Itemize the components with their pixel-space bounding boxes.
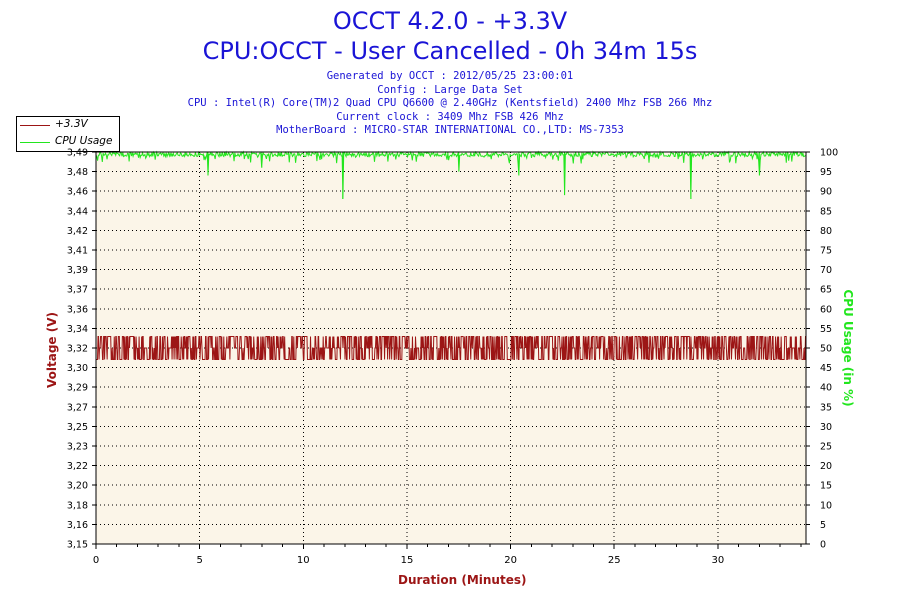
info-config: Config : Large Data Set [377, 83, 523, 96]
y-tick-label: 3,44 [67, 206, 88, 217]
legend-label-voltage: +3.3V [55, 118, 88, 130]
y-tick-label: 3,36 [67, 304, 88, 315]
y-tick-label: 3,29 [67, 383, 88, 394]
y-tick-label: 3,37 [67, 285, 88, 296]
y-tick-label: 3,27 [67, 402, 88, 413]
y2-tick-label: 30 [820, 422, 832, 433]
info-motherboard: MotherBoard : MICRO-STAR INTERNATIONAL C… [276, 124, 624, 137]
x-tick-label: 15 [401, 555, 414, 566]
y-tick-label: 3,34 [67, 324, 88, 335]
y-tick-label: 3,22 [67, 461, 88, 472]
y2-tick-label: 10 [820, 500, 832, 511]
y2-tick-label: 35 [820, 402, 832, 413]
chart-title: OCCT 4.2.0 - +3.3V [332, 7, 568, 35]
y-tick-label: 3,25 [67, 422, 88, 433]
y2-tick-label: 15 [820, 481, 832, 492]
y2-tick-label: 65 [820, 285, 832, 296]
y-tick-label: 3,39 [67, 265, 88, 276]
series-voltage-line [96, 335, 806, 361]
info-clock: Current clock : 3409 Mhz FSB 426 Mhz [336, 110, 564, 123]
y-tick-label: 3,23 [67, 442, 88, 453]
y-tick-label: 3,18 [67, 500, 88, 511]
y2-tick-label: 100 [820, 148, 838, 159]
y-tick-label: 3,46 [67, 187, 88, 198]
info-block: Generated by OCCT : 2012/05/25 23:00:01 … [0, 70, 900, 138]
y-tick-label: 3,20 [67, 481, 88, 492]
legend-swatch-cpu [20, 142, 50, 143]
plot-border [95, 151, 807, 545]
y2-tick-label: 50 [820, 344, 832, 355]
series-cpu-line [95, 150, 807, 200]
y-tick-label: 3,16 [67, 520, 88, 531]
x-tick-label: 25 [608, 555, 621, 566]
legend-entry-voltage: +3.3V [17, 117, 119, 134]
y-axis-title: Voltage (V) [45, 312, 59, 388]
y2-tick-label: 90 [820, 187, 832, 198]
x-tick-label: 10 [297, 555, 310, 566]
y-tick-label: 3,15 [67, 540, 88, 551]
y2-tick-label: 70 [820, 265, 832, 276]
y2-tick-label: 55 [820, 324, 832, 335]
y-tick-label: 3,48 [67, 167, 88, 178]
y2-tick-label: 60 [820, 304, 832, 315]
legend-swatch-voltage [20, 125, 50, 126]
y2-tick-label: 0 [820, 540, 826, 551]
y2-tick-label: 85 [820, 206, 832, 217]
y-tick-label: 3,42 [67, 226, 88, 237]
info-cpu: CPU : Intel(R) Core(TM)2 Quad CPU Q6600 … [187, 97, 713, 110]
legend-label-cpu: CPU Usage [55, 135, 113, 147]
y-tick-label: 3,32 [67, 344, 88, 355]
chart-subtitle: CPU:OCCT - User Cancelled - 0h 34m 15s [202, 37, 698, 65]
y2-tick-label: 5 [820, 520, 826, 531]
y2-tick-label: 40 [820, 383, 832, 394]
info-generated: Generated by OCCT : 2012/05/25 23:00:01 [326, 70, 574, 82]
y2-tick-label: 80 [820, 226, 832, 237]
y2-tick-label: 95 [820, 167, 832, 178]
x-tick-label: 20 [504, 555, 517, 566]
x-tick-label: 5 [196, 555, 202, 566]
x-tick-label: 0 [93, 555, 99, 566]
y-tick-label: 3,41 [67, 246, 88, 257]
y2-tick-label: 75 [820, 246, 832, 257]
y2-tick-label: 45 [820, 363, 832, 374]
y2-axis-title: CPU Usage (in %) [841, 289, 855, 407]
x-axis-title: Duration (Minutes) [398, 573, 527, 587]
legend-entry-cpu: CPU Usage [17, 134, 119, 151]
y2-tick-label: 20 [820, 461, 832, 472]
x-tick-label: 30 [712, 555, 725, 566]
y2-tick-label: 25 [820, 442, 832, 453]
legend: +3.3V CPU Usage [16, 116, 120, 152]
y-tick-label: 3,30 [67, 363, 88, 374]
y-tick-label: 3,49 [67, 148, 88, 159]
